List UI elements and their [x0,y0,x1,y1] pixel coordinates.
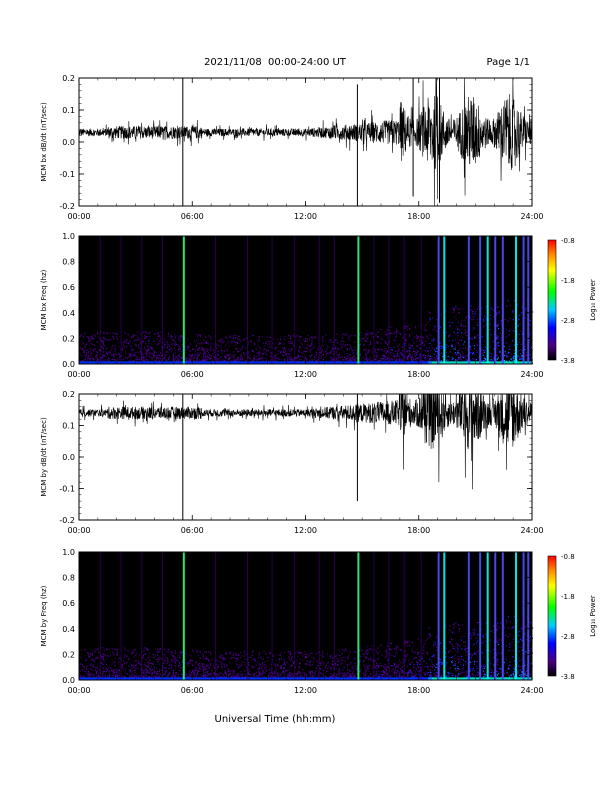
panel-1: 0.2 0.1 0.0 -0.1 -0.200:00 06:00 12:00 18:00 24:… [40,74,544,221]
x-tick-label: 18:00 [407,370,430,379]
panel-4: -0.8 -1.8 -2.8 -3.8 Log₁₀ Power 1.0 0.8 0.6 0.4 0… [40,548,597,695]
y-tick-label: -0.2 [59,516,75,525]
y-axis-label: MCM bx dB/dt (nT/sec) [40,102,48,182]
colorbar-label: Log₁₀ Power [589,595,597,637]
colorbar-tick-label: -3.8 [561,673,575,681]
x-tick-label: 12:00 [294,370,317,379]
y-tick-label: 0.2 [62,390,75,399]
x-tick-label: 24:00 [520,212,543,221]
y-axis-label: MCM by Freq (hz) [40,585,48,646]
x-tick-label: 12:00 [294,526,317,535]
y-axis-label: MCM by dB/dt (nT/sec) [40,417,48,497]
panel-3: 0.2 0.1 0.0 -0.1 -0.200:00 06:00 12:00 18:00 24:… [40,390,544,535]
colorbar-tick-label: -2.8 [561,633,575,641]
x-tick-label: 06:00 [181,212,204,221]
spectrogram-background [79,236,532,364]
y-tick-label: 0.0 [62,138,75,147]
y-tick-label: 1.0 [62,548,75,557]
x-tick-label: 24:00 [520,526,543,535]
spectrogram-background [79,552,532,680]
colorbar-tick-label: -3.8 [561,357,575,365]
page-title: 2021/11/08 00:00-24:00 UT [204,57,347,68]
y-tick-label: 0.0 [62,676,75,685]
low-frequency-band [79,361,533,364]
broadband-stripes [99,552,530,680]
y-tick-label: 0.2 [62,74,75,83]
colorbar-tick-label: -0.8 [561,237,575,245]
x-tick-label: 24:00 [520,370,543,379]
panel-2: -0.8 -1.8 -2.8 -3.8 Log₁₀ Power 1.0 0.8 0.6 0.4 0… [40,232,597,379]
y-tick-label: 0.1 [62,422,75,431]
y-tick-label: 0.4 [62,625,75,634]
y-tick-label: 0.6 [62,283,75,292]
y-tick-label: 1.0 [62,232,75,241]
x-tick-label: 12:00 [294,686,317,695]
y-axis-label: MCM bx Freq (hz) [40,269,48,330]
colorbar: -0.8 -1.8 -2.8 -3.8 Log₁₀ Power [547,237,597,365]
y-tick-label: 0.8 [62,258,75,267]
colorbar: -0.8 -1.8 -2.8 -3.8 Log₁₀ Power [547,553,597,681]
colorbar-tick-label: -2.8 [561,317,575,325]
y-tick-label: 0.0 [62,453,75,462]
x-tick-label: 00:00 [67,526,90,535]
x-tick-label: 00:00 [67,686,90,695]
x-tick-label: 18:00 [407,526,430,535]
y-tick-label: 0.0 [62,360,75,369]
x-tick-label: 00:00 [67,370,90,379]
y-tick-label: 0.1 [62,106,75,115]
colorbar-tick-label: -1.8 [561,277,575,285]
y-tick-label: -0.1 [59,485,75,494]
x-tick-label: 06:00 [181,370,204,379]
y-tick-label: 0.4 [62,309,75,318]
y-tick-label: 0.2 [62,334,75,343]
colorbar-label: Log₁₀ Power [589,279,597,321]
x-tick-label: 18:00 [407,212,430,221]
signal-trace [78,392,533,490]
x-tick-label: 00:00 [67,212,90,221]
x-axis-label: Universal Time (hh:mm) [215,714,336,725]
signal-trace [78,77,533,207]
x-tick-label: 18:00 [407,686,430,695]
page-number: Page 1/1 [487,57,530,68]
y-tick-label: -0.1 [59,170,75,179]
colorbar-tick-label: -0.8 [561,553,575,561]
y-tick-label: -0.2 [59,202,75,211]
x-tick-label: 24:00 [520,686,543,695]
y-tick-label: 0.6 [62,599,75,608]
broadband-stripes [99,236,530,364]
colorbar-tick-label: -1.8 [561,593,575,601]
y-tick-label: 0.2 [62,650,75,659]
x-tick-label: 06:00 [181,686,204,695]
x-tick-label: 06:00 [181,526,204,535]
x-tick-label: 12:00 [294,212,317,221]
y-tick-label: 0.8 [62,574,75,583]
